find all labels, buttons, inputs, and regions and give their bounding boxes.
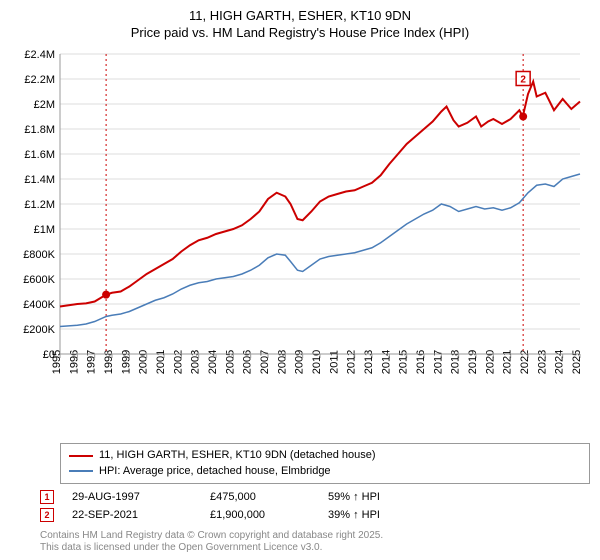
transaction-marker: 1 bbox=[40, 490, 54, 504]
svg-text:£2M: £2M bbox=[34, 99, 55, 111]
attribution: Contains HM Land Registry data © Crown c… bbox=[40, 530, 590, 554]
svg-text:1997: 1997 bbox=[86, 350, 98, 374]
svg-text:1999: 1999 bbox=[120, 350, 132, 374]
svg-text:2004: 2004 bbox=[207, 350, 219, 374]
svg-text:1998: 1998 bbox=[103, 350, 115, 374]
svg-text:2021: 2021 bbox=[502, 350, 514, 374]
svg-text:£800K: £800K bbox=[23, 249, 55, 261]
svg-text:1996: 1996 bbox=[68, 350, 80, 374]
svg-text:£1.2M: £1.2M bbox=[24, 199, 55, 211]
svg-text:2002: 2002 bbox=[172, 350, 184, 374]
svg-text:2024: 2024 bbox=[554, 350, 566, 374]
svg-text:2016: 2016 bbox=[415, 350, 427, 374]
svg-text:2022: 2022 bbox=[519, 350, 531, 374]
svg-text:2001: 2001 bbox=[155, 350, 167, 374]
svg-text:2006: 2006 bbox=[242, 350, 254, 374]
transaction-table: 1 29-AUG-1997 £475,000 59% ↑ HPI 2 22-SEP-202… bbox=[40, 488, 590, 524]
legend-item: HPI: Average price, detached house, Elmb… bbox=[69, 464, 581, 479]
svg-text:2008: 2008 bbox=[276, 350, 288, 374]
legend: 11, HIGH GARTH, ESHER, KT10 9DN (detache… bbox=[60, 443, 590, 484]
svg-text:£1.6M: £1.6M bbox=[24, 149, 55, 161]
transaction-row: 2 22-SEP-2021 £1,900,000 39% ↑ HPI bbox=[40, 506, 590, 524]
svg-text:£2.4M: £2.4M bbox=[24, 49, 55, 61]
chart-plot-area: £0£200K£400K£600K£800K£1M£1.2M£1.4M£1.6M… bbox=[10, 44, 590, 437]
marker-dot-2 bbox=[519, 112, 527, 120]
legend-swatch bbox=[69, 455, 93, 457]
chart-container: 11, HIGH GARTH, ESHER, KT10 9DN Price pa… bbox=[0, 0, 600, 560]
transaction-date: 29-AUG-1997 bbox=[72, 491, 192, 503]
svg-text:2020: 2020 bbox=[484, 350, 496, 374]
marker-label-2: 2 bbox=[520, 74, 526, 85]
chart-title-line2: Price paid vs. HM Land Registry's House … bbox=[10, 25, 590, 40]
svg-text:2005: 2005 bbox=[224, 350, 236, 374]
svg-text:2025: 2025 bbox=[571, 350, 583, 374]
svg-text:2015: 2015 bbox=[398, 350, 410, 374]
legend-swatch bbox=[69, 470, 93, 472]
transaction-row: 1 29-AUG-1997 £475,000 59% ↑ HPI bbox=[40, 488, 590, 506]
transaction-date: 22-SEP-2021 bbox=[72, 509, 192, 521]
svg-text:£2.2M: £2.2M bbox=[24, 74, 55, 86]
svg-text:2019: 2019 bbox=[467, 350, 479, 374]
svg-text:2009: 2009 bbox=[294, 350, 306, 374]
legend-label: 11, HIGH GARTH, ESHER, KT10 9DN (detache… bbox=[99, 448, 376, 463]
line-chart-svg: £0£200K£400K£600K£800K£1M£1.2M£1.4M£1.6M… bbox=[10, 44, 590, 384]
svg-text:2010: 2010 bbox=[311, 350, 323, 374]
svg-text:2003: 2003 bbox=[190, 350, 202, 374]
svg-text:2017: 2017 bbox=[432, 350, 444, 374]
attribution-line2: This data is licensed under the Open Gov… bbox=[40, 542, 590, 554]
svg-text:2007: 2007 bbox=[259, 350, 271, 374]
attribution-line1: Contains HM Land Registry data © Crown c… bbox=[40, 530, 590, 542]
transaction-price: £1,900,000 bbox=[210, 509, 310, 521]
svg-text:£600K: £600K bbox=[23, 274, 55, 286]
svg-text:£1.4M: £1.4M bbox=[24, 174, 55, 186]
svg-text:£1M: £1M bbox=[34, 224, 55, 236]
marker-dot-1 bbox=[102, 291, 110, 299]
transaction-delta: 39% ↑ HPI bbox=[328, 509, 380, 521]
svg-text:2000: 2000 bbox=[138, 350, 150, 374]
svg-text:1995: 1995 bbox=[51, 350, 63, 374]
svg-text:2014: 2014 bbox=[380, 350, 392, 374]
chart-title-line1: 11, HIGH GARTH, ESHER, KT10 9DN bbox=[10, 8, 590, 25]
series-price-paid bbox=[60, 81, 580, 306]
svg-text:2023: 2023 bbox=[536, 350, 548, 374]
svg-text:2018: 2018 bbox=[450, 350, 462, 374]
legend-label: HPI: Average price, detached house, Elmb… bbox=[99, 464, 331, 479]
transaction-delta: 59% ↑ HPI bbox=[328, 491, 380, 503]
svg-text:2012: 2012 bbox=[346, 350, 358, 374]
legend-item: 11, HIGH GARTH, ESHER, KT10 9DN (detache… bbox=[69, 448, 581, 463]
svg-text:£1.8M: £1.8M bbox=[24, 124, 55, 136]
svg-text:£200K: £200K bbox=[23, 324, 55, 336]
transaction-price: £475,000 bbox=[210, 491, 310, 503]
svg-text:2013: 2013 bbox=[363, 350, 375, 374]
svg-text:£400K: £400K bbox=[23, 299, 55, 311]
transaction-marker: 2 bbox=[40, 508, 54, 522]
